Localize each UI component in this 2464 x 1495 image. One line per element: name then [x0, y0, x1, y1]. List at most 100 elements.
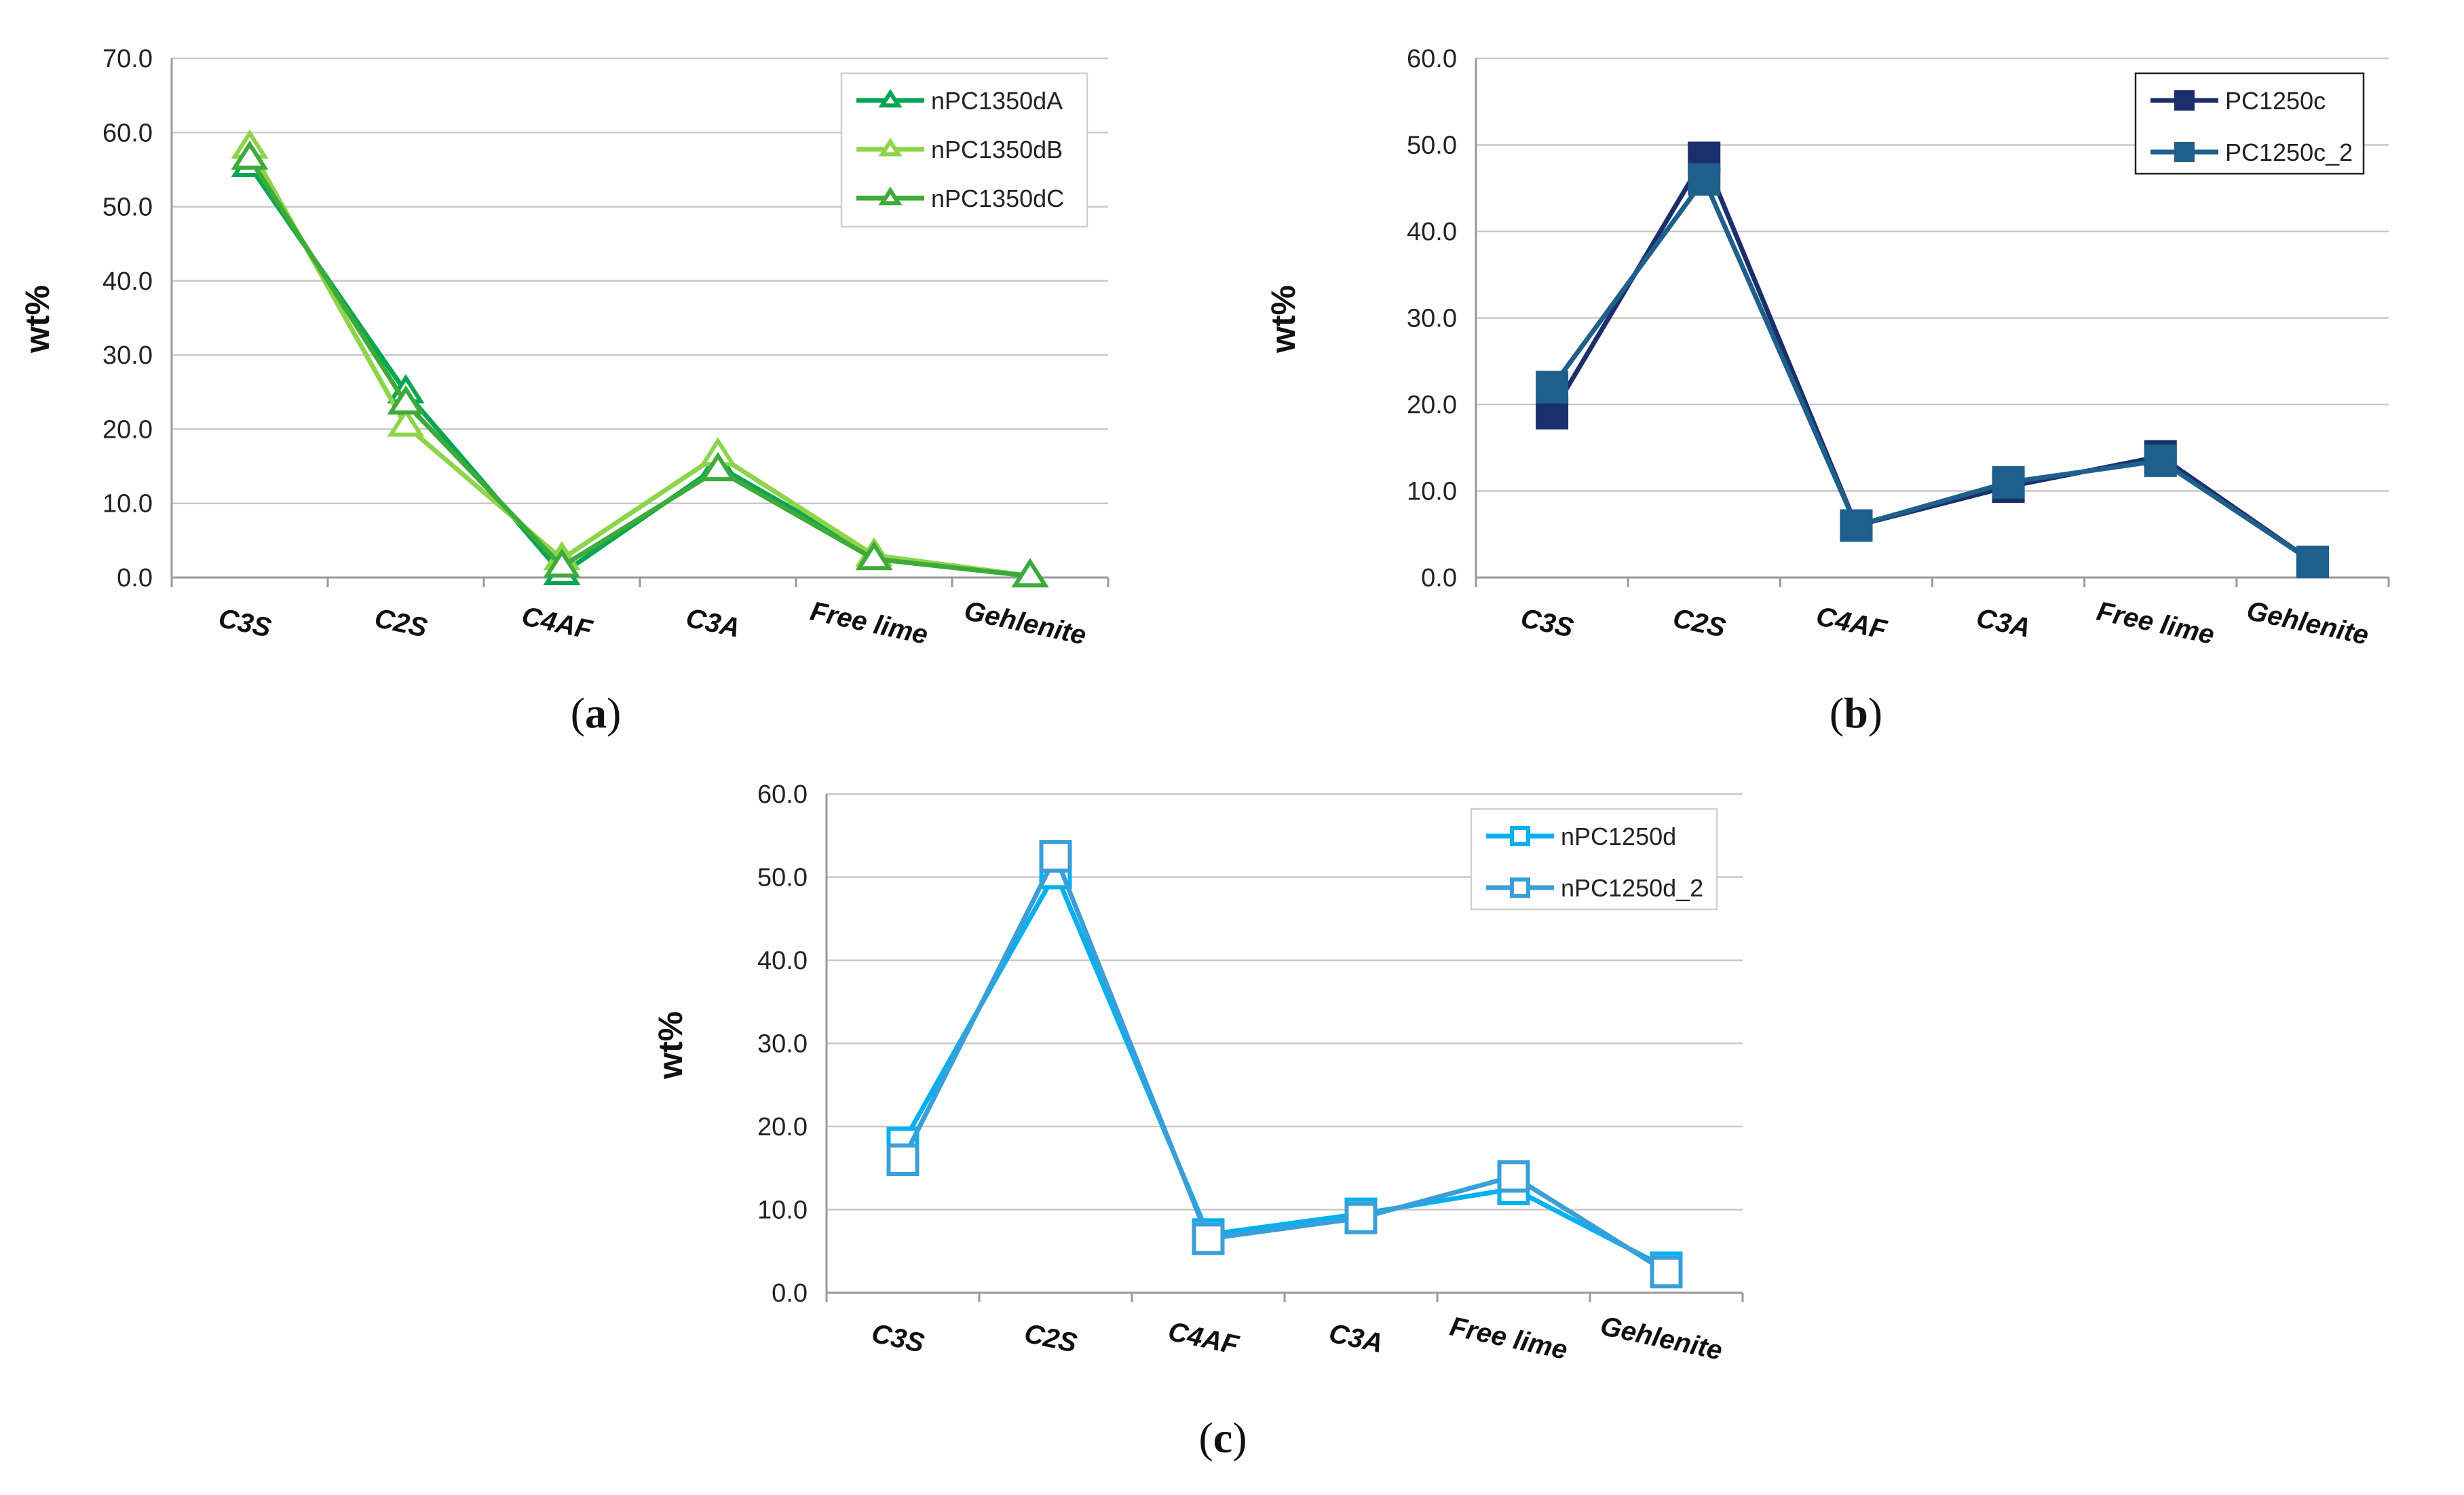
panel-letter: b [1844, 689, 1868, 737]
x-category-label: Gehlenite [962, 596, 1088, 651]
data-point [699, 452, 737, 482]
data-point [1536, 371, 1569, 404]
legend-marker [878, 138, 903, 157]
x-category-label: Gehlenite [2244, 596, 2371, 651]
y-tick-label: 30.0 [757, 1030, 808, 1059]
legend-marker [1510, 826, 1530, 846]
x-category-label: C3S [869, 1319, 928, 1359]
x-category-label: C4AF [1813, 601, 1890, 645]
series-PC1250c [1536, 141, 2329, 579]
y-tick-label: 50.0 [102, 193, 153, 222]
data-point [231, 140, 269, 170]
y-tick-label: 60.0 [102, 119, 153, 147]
x-category-label: C3A [1974, 603, 2033, 643]
series-nPC1250d_2 [886, 839, 1683, 1289]
x-category-label: C4AF [519, 601, 596, 645]
y-tick-label: 60.0 [757, 780, 808, 809]
legend-marker [1510, 877, 1530, 898]
legend-label: PC1250c [2225, 87, 2326, 115]
series-line [247, 146, 1031, 579]
y-tick-label: 0.0 [1421, 564, 1457, 592]
data-point [1011, 558, 1049, 588]
y-tick-label: 30.0 [102, 341, 153, 370]
y-tick-label: 70.0 [102, 45, 153, 73]
panel-label: (a) [571, 689, 622, 737]
legend-marker [2174, 142, 2195, 162]
x-category-label: C2S [372, 603, 430, 643]
panel-label: (b) [1830, 689, 1882, 737]
legend-label: nPC1250d [1561, 822, 1676, 850]
legend-label: nPC1250d_2 [1561, 874, 1703, 902]
series-nPC1250d [886, 856, 1683, 1285]
y-axis-title: wt% [18, 285, 56, 354]
data-point [1344, 1201, 1378, 1234]
y-tick-label: 10.0 [1407, 478, 1457, 506]
x-category-label: Free lime [808, 597, 930, 651]
y-tick-label: 50.0 [757, 864, 808, 892]
series-line [1550, 177, 2314, 564]
data-point [2144, 444, 2177, 477]
data-point [387, 385, 425, 415]
data-point [1192, 1222, 1225, 1255]
legend-label: nPC1350dA [931, 87, 1063, 115]
y-tick-label: 50.0 [1407, 132, 1457, 160]
x-category-label: Free lime [2094, 597, 2217, 651]
y-tick-label: 0.0 [117, 564, 153, 592]
x-category-label: C2S [1022, 1319, 1080, 1359]
y-axis-title: wt% [651, 1011, 689, 1080]
data-point [1688, 163, 1721, 196]
legend-box [2134, 72, 2365, 175]
legend-label: nPC1350dC [931, 185, 1064, 212]
y-tick-label: 20.0 [102, 415, 153, 444]
data-point [886, 1143, 920, 1176]
data-point [1039, 839, 1072, 873]
series-line [1550, 155, 2314, 564]
panel-letter: a [585, 689, 607, 737]
chart-c: 0.0 10.0 20.0 30.0 40.0 50.0 60.0 C3S C2S C4AF C3A… [651, 780, 1744, 1462]
data-point [1536, 396, 1569, 430]
series-PC1250c_2 [1536, 163, 2329, 579]
legend-label: PC1250c_2 [2225, 138, 2353, 166]
x-category-label: Free lime [1447, 1312, 1570, 1366]
panel-letter: c [1213, 1414, 1232, 1462]
y-tick-label: 40.0 [757, 947, 808, 975]
data-point [855, 541, 893, 571]
data-point [543, 548, 581, 578]
y-tick-label: 40.0 [102, 267, 153, 296]
panel-label: (c) [1198, 1414, 1247, 1462]
x-category-label: C4AF [1166, 1317, 1243, 1361]
data-point [387, 407, 425, 437]
x-category-label: C2S [1670, 603, 1728, 643]
chart-a: 0.0 10.0 20.0 30.0 40.0 50.0 60.0 70.0 C3S C2S C4A… [18, 45, 1110, 737]
legend: nPC1350dA nPC1350dB nPC1350dC [840, 72, 1088, 228]
x-category-label: Gehlenite [1597, 1311, 1724, 1366]
chart-b: 0.0 10.0 20.0 30.0 40.0 50.0 60.0 C3S C2S C4AF C3A… [1264, 45, 2390, 737]
data-point [1992, 466, 2025, 499]
legend: nPC1250d nPC1250d_2 [1470, 808, 1718, 911]
x-category-label: C3A [1326, 1318, 1385, 1359]
legend: PC1250c PC1250c_2 [2134, 72, 2365, 175]
data-point [1650, 1255, 1683, 1289]
legend-marker [878, 89, 903, 108]
y-axis-title: wt% [1264, 285, 1302, 354]
y-tick-label: 10.0 [102, 490, 153, 518]
y-tick-label: 20.0 [1407, 391, 1457, 419]
data-point [1497, 1160, 1530, 1193]
legend-label: nPC1350dB [931, 136, 1063, 164]
data-point [2296, 546, 2329, 579]
series-nPC1350dC [231, 140, 1049, 588]
y-tick-label: 0.0 [772, 1279, 808, 1308]
y-tick-label: 40.0 [1407, 218, 1457, 246]
y-tick-label: 10.0 [757, 1196, 808, 1225]
y-tick-label: 60.0 [1407, 45, 1457, 73]
series-line [248, 157, 1031, 579]
x-category-label: C3S [216, 603, 274, 643]
y-tick-label: 30.0 [1407, 305, 1457, 333]
x-category-label: C3S [1518, 603, 1576, 643]
series-line [901, 870, 1668, 1270]
series-line [901, 854, 1668, 1274]
x-category-label: C3A [683, 603, 742, 643]
legend-marker [2174, 90, 2195, 111]
y-tick-label: 20.0 [757, 1113, 808, 1141]
